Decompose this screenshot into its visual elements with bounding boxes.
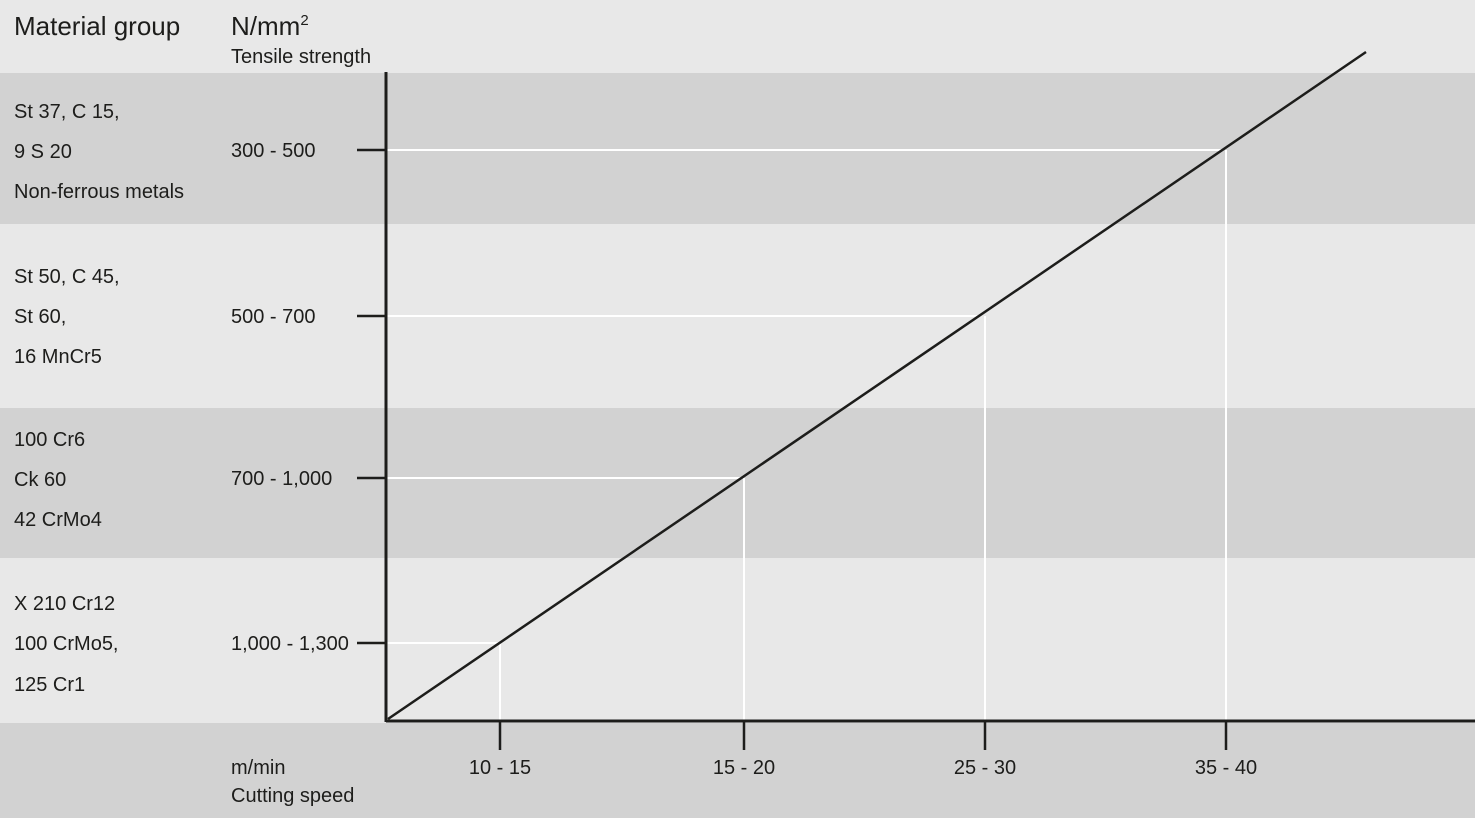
x-tick-label: 25 - 30 [954,757,1016,779]
material-label: 16 MnCr5 [14,346,102,368]
material-label: 100 CrMo5, [14,633,119,655]
x-tick-label: 15 - 20 [713,757,775,779]
material-label: St 60, [14,306,66,328]
guide-lines [386,149,1227,721]
material-label: X 210 Cr12 [14,593,115,615]
row-labels: St 37, C 15, 9 S 20 Non-ferrous metals 300 … [14,101,349,696]
x-tick-label: 10 - 15 [469,757,531,779]
material-label: 125 Cr1 [14,674,85,696]
y-tick-label: 300 - 500 [231,140,316,162]
x-axis-label: Cutting speed [231,785,354,807]
band-1 [0,73,1475,224]
material-label: St 50, C 45, [14,266,120,288]
y-axis-label: Tensile strength [231,46,371,68]
x-unit-label: m/min [231,757,285,779]
y-tick-label: 500 - 700 [231,306,316,328]
material-label: Non-ferrous metals [14,181,184,203]
material-label: 9 S 20 [14,141,72,163]
material-label: 42 CrMo4 [14,509,102,531]
band-5 [0,723,1475,818]
material-label: Ck 60 [14,469,66,491]
band-3 [0,408,1475,558]
material-label: 100 Cr6 [14,429,85,451]
y-tick-label: 1,000 - 1,300 [231,633,349,655]
x-tick-label: 35 - 40 [1195,757,1257,779]
material-label: St 37, C 15, [14,101,120,123]
y-unit-label: N/mm2 [231,11,309,41]
band-0 [0,0,1475,73]
material-group-heading: Material group [14,11,180,41]
axes [357,72,1475,750]
trend-line [387,50,1367,721]
band-4 [0,558,1475,723]
x-tick-labels: 10 - 15 15 - 20 25 - 30 35 - 40 [469,757,1257,779]
y-tick-label: 700 - 1,000 [231,468,332,490]
